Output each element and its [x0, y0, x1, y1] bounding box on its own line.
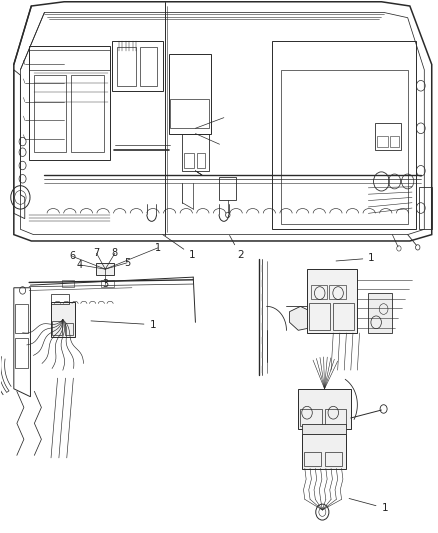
- Bar: [196, 154, 205, 168]
- Bar: [33, 75, 66, 152]
- Bar: [101, 280, 113, 287]
- Text: 1: 1: [348, 498, 387, 513]
- Bar: [324, 451, 341, 466]
- Polygon shape: [289, 306, 315, 330]
- Bar: [117, 47, 136, 86]
- Text: 4: 4: [77, 260, 83, 270]
- Bar: [29, 50, 110, 70]
- Bar: [64, 323, 73, 335]
- Bar: [96, 263, 114, 275]
- Bar: [182, 134, 208, 171]
- Text: 1: 1: [162, 235, 195, 260]
- Bar: [112, 41, 162, 91]
- Bar: [29, 46, 110, 160]
- Bar: [297, 389, 350, 429]
- Bar: [301, 434, 345, 469]
- Bar: [280, 70, 407, 224]
- Bar: [389, 136, 398, 147]
- Bar: [15, 304, 28, 333]
- Text: 1: 1: [335, 253, 374, 263]
- Text: 3: 3: [102, 279, 108, 289]
- Text: 1: 1: [91, 320, 156, 329]
- Bar: [376, 136, 387, 147]
- Bar: [52, 321, 62, 335]
- Bar: [184, 154, 194, 168]
- Bar: [374, 123, 400, 150]
- Bar: [418, 187, 431, 229]
- Bar: [367, 293, 392, 333]
- Text: 5: 5: [124, 258, 130, 268]
- Bar: [51, 294, 68, 304]
- Bar: [272, 41, 416, 229]
- Bar: [332, 303, 353, 330]
- Bar: [170, 99, 208, 128]
- Bar: [62, 280, 74, 287]
- Bar: [324, 409, 346, 426]
- Text: 8: 8: [112, 248, 118, 258]
- Bar: [303, 451, 320, 466]
- Bar: [306, 269, 357, 333]
- Bar: [219, 176, 236, 200]
- Bar: [71, 75, 103, 152]
- Bar: [301, 424, 345, 434]
- Bar: [140, 47, 157, 86]
- Bar: [15, 338, 28, 368]
- Bar: [51, 302, 75, 337]
- Text: 6: 6: [69, 252, 75, 261]
- Bar: [300, 409, 321, 426]
- Text: 2: 2: [229, 236, 243, 260]
- Text: 1: 1: [154, 243, 160, 253]
- Bar: [310, 285, 326, 300]
- Bar: [328, 285, 345, 300]
- Text: 7: 7: [93, 248, 99, 258]
- Bar: [169, 54, 210, 134]
- Bar: [308, 303, 329, 330]
